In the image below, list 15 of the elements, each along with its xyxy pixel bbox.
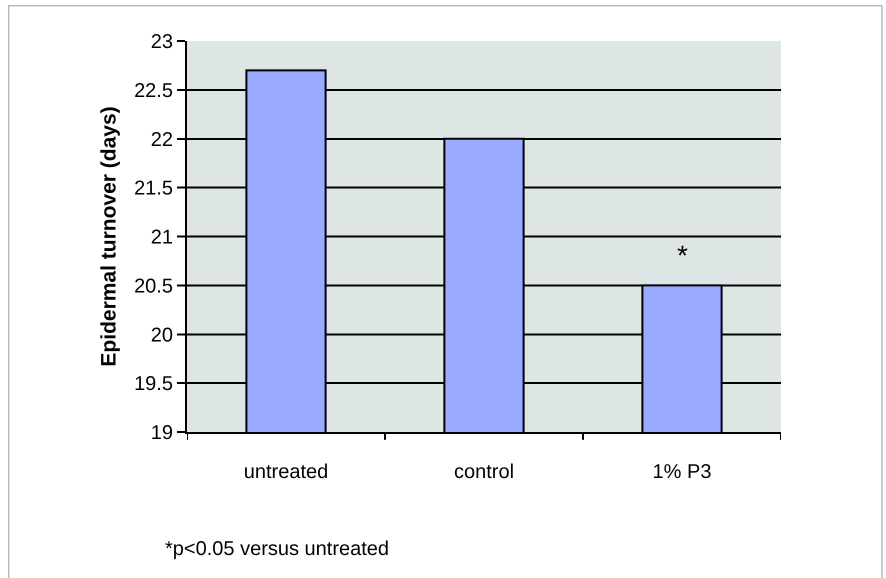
y-tick-label: 20 <box>150 324 173 346</box>
annotation: * <box>677 240 688 271</box>
x-tick-label: control <box>454 461 514 483</box>
y-tick-label: 21.5 <box>134 178 173 200</box>
y-tick-label: 21 <box>150 226 173 248</box>
y-tick-label: 22.5 <box>134 80 173 102</box>
y-tick-label: 19.5 <box>134 373 173 396</box>
text: *p<0.05 versus untreated <box>165 538 390 560</box>
y-tick-label: 23 <box>150 31 173 53</box>
y-tick-label: 22 <box>150 128 173 151</box>
y-tick-label: 20.5 <box>134 275 173 298</box>
y-tick-label: 19 <box>150 422 173 444</box>
y-axis-title: Epidermal turnover (days) <box>98 106 121 367</box>
x-tick-label: 1% P3 <box>652 461 712 483</box>
x-tick-label: untreated <box>244 461 328 483</box>
